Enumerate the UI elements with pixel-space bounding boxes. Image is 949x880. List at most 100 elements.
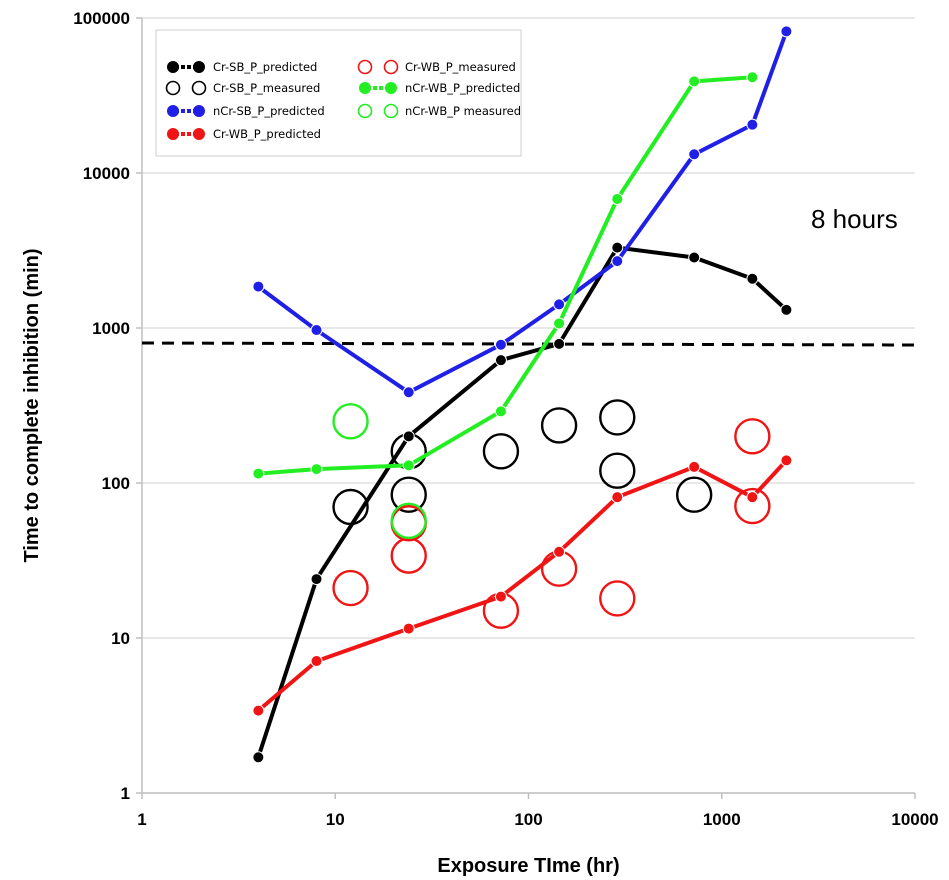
ncr-wb-p-predicted-point-6: [688, 75, 701, 88]
legend-item-ncr-wb-p-measured: nCr-WB_P measured: [357, 103, 521, 119]
cr-wb-p-predicted-point-1: [310, 655, 323, 668]
legend-swatch-dot: [193, 61, 205, 73]
cr-wb-p-predicted-point-4: [553, 545, 566, 558]
ncr-wb-p-measured-point-1: [390, 502, 427, 540]
legend-swatch-circle: [357, 59, 373, 75]
legend-swatch-circle: [357, 103, 373, 119]
legend-item-cr-wb-p-predicted: Cr-WB_P_predicted: [167, 127, 321, 141]
legend-swatch-circle: [383, 59, 399, 75]
ncr-wb-p-measured-point-0: [332, 403, 369, 440]
series-ncr-wb-p-measured: [332, 403, 427, 540]
cr-sb-p-measured-point-3: [482, 433, 520, 470]
cr-wb-p-predicted-point-2: [402, 622, 415, 635]
legend-item-cr-sb-p-measured: Cr-SB_P_measured: [165, 80, 320, 96]
legend-label: Cr-WB_P_predicted: [213, 127, 321, 141]
cr-sb-p-predicted-point-6: [688, 251, 701, 264]
cr-sb-p-measured-point-4: [540, 407, 578, 444]
y-tick-label-100000: 100000: [73, 9, 130, 28]
series-ncr-sb-p-predicted: [252, 25, 793, 399]
ncr-sb-p-predicted-point-1: [310, 324, 323, 337]
legend-swatch-dot: [385, 82, 397, 94]
legend-swatch-dot: [359, 82, 371, 94]
x-tick-label-1000: 1000: [703, 810, 741, 829]
axes: [136, 17, 916, 799]
legend-swatch-circle: [383, 103, 399, 119]
ncr-wb-p-predicted-point-0: [252, 467, 265, 480]
x-tick-label-10000: 10000: [891, 810, 938, 829]
ncr-sb-p-predicted-point-5: [611, 255, 624, 268]
ncr-sb-p-predicted-point-3: [494, 338, 507, 351]
y-tick-label-1000: 1000: [92, 319, 130, 338]
legend: Cr-SB_P_predicted Cr-SB_P_measured nCr-SB_…: [155, 29, 522, 157]
ncr-wb-p-predicted-point-7: [746, 71, 759, 84]
cr-sb-p-predicted-point-4: [553, 337, 566, 350]
cr-sb-p-predicted-point-7: [746, 272, 759, 285]
y-tick-label-10000: 10000: [83, 164, 130, 183]
cr-wb-p-predicted-point-8: [780, 454, 793, 467]
cr-wb-p-predicted-point-5: [611, 491, 624, 504]
cr-sb-p-predicted-point-0: [252, 751, 265, 764]
legend-item-ncr-sb-p-predicted: nCr-SB_P_predicted: [167, 104, 325, 118]
series-cr-wb-p-predicted: [252, 454, 793, 717]
cr-wb-p-measured-point-5: [599, 580, 636, 617]
ncr-sb-p-predicted-point-0: [252, 280, 265, 293]
cr-sb-p-measured-point-2: [390, 476, 427, 513]
cr-sb-p-measured-point-6: [599, 452, 636, 489]
cr-wb-p-measured-point-7: [734, 487, 771, 525]
ncr-wb-p-predicted-point-3: [494, 405, 507, 418]
legend-label: Cr-SB_P_measured: [213, 81, 320, 95]
legend-item-cr-wb-p-measured: Cr-WB_P_measured: [357, 59, 516, 75]
cr-sb-p-measured-point-5: [599, 399, 636, 436]
reference-line-group: [141, 341, 916, 347]
legend-label: nCr-WB_P measured: [405, 104, 521, 118]
series-cr-sb-p-measured: [332, 399, 713, 526]
legend-item-ncr-wb-p-predicted: nCr-WB_P_predicted: [359, 81, 520, 95]
legend-swatch-circle: [191, 80, 207, 96]
cr-wb-p-predicted-point-7: [746, 491, 759, 504]
ncr-wb-p-predicted-point-2: [402, 459, 415, 472]
ncr-wb-p-predicted-point-1: [310, 463, 323, 476]
ncr-sb-p-predicted-point-2: [402, 386, 415, 399]
x-tick-label-10: 10: [326, 810, 345, 829]
legend-swatch-dot: [167, 61, 179, 73]
legend-swatch-dot: [193, 105, 205, 117]
legend-box: [155, 29, 522, 157]
legend-label: Cr-SB_P_predicted: [213, 60, 317, 74]
reference-line-8-hours: [141, 341, 916, 347]
cr-sb-p-predicted-point-2: [402, 430, 415, 443]
y-tick-label-1: 1: [121, 784, 130, 803]
legend-label: nCr-WB_P_predicted: [405, 81, 520, 95]
cr-sb-p-predicted-point-5: [611, 241, 624, 254]
cr-wb-p-measured-point-0: [332, 569, 369, 607]
series-cr-sb-p-predicted: [252, 241, 793, 764]
x-axis-label: Exposure TIme (hr): [437, 855, 619, 877]
cr-wb-p-measured-point-6: [734, 418, 771, 455]
cr-wb-p-predicted-point-3: [494, 590, 507, 603]
cr-sb-p-predicted-point-3: [494, 354, 507, 367]
y-tick-label-100: 100: [102, 474, 130, 493]
legend-label: nCr-SB_P_predicted: [213, 104, 325, 118]
ncr-sb-p-predicted-point-4: [553, 298, 566, 311]
ncr-wb-p-predicted-point-4: [553, 317, 566, 330]
cr-wb-p-predicted-point-0: [252, 704, 265, 717]
legend-label: Cr-WB_P_measured: [405, 60, 516, 74]
legend-swatch-dot: [193, 128, 205, 140]
cr-sb-p-predicted-point-1: [310, 573, 323, 586]
ncr-sb-p-predicted-point-7: [746, 118, 759, 131]
ncr-sb-p-predicted-point-8: [780, 25, 793, 38]
cr-wb-p-predicted-point-6: [688, 460, 701, 473]
cr-sb-p-predicted-point-8: [780, 303, 793, 316]
legend-swatch-dot: [167, 105, 179, 117]
legend-swatch-dot: [167, 128, 179, 140]
tick-labels: 1 10 100 1000 10000 1 10 100 1000 10000 100000: [73, 9, 938, 829]
series-ncr-wb-p-predicted: [252, 71, 759, 480]
legend-item-cr-sb-p-predicted: Cr-SB_P_predicted: [167, 60, 317, 74]
cr-sb-p-measured-point-7: [675, 476, 713, 513]
annotation-8-hours: 8 hours: [811, 204, 898, 234]
y-axis-label: Time to complete inhibition (min): [21, 248, 43, 562]
series-group: [252, 25, 793, 764]
x-tick-label-100: 100: [514, 810, 542, 829]
ncr-wb-p-predicted-point-5: [611, 192, 624, 205]
legend-swatch-circle: [165, 80, 181, 96]
